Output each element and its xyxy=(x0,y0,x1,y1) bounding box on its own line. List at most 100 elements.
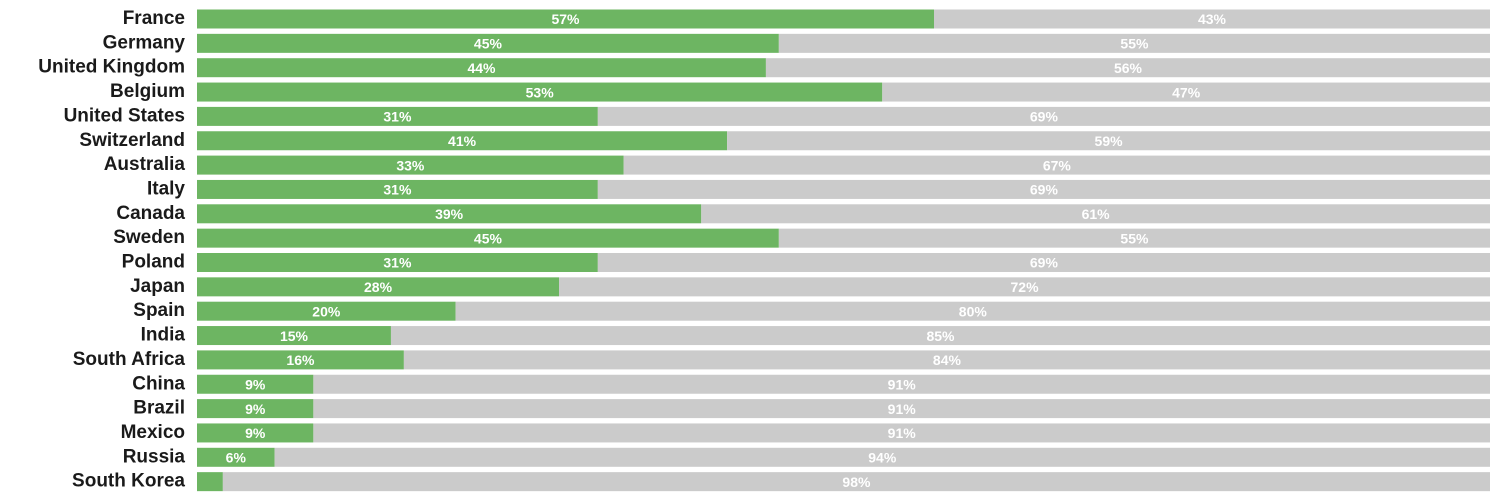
bar-segment-primary-sweden xyxy=(197,228,779,248)
value-label-primary-mexico: 9% xyxy=(245,425,266,441)
bar-segment-remainder-south-africa xyxy=(403,350,1490,370)
bar-segment-primary-germany xyxy=(197,33,779,53)
bar-segment-remainder-japan xyxy=(559,277,1490,297)
category-label-south-korea: South Korea xyxy=(72,471,185,492)
bar-segment-remainder-south-korea xyxy=(222,472,1491,492)
bar-segment-primary-switzerland xyxy=(197,131,728,151)
category-label-united-states: United States xyxy=(64,105,185,126)
category-label-belgium: Belgium xyxy=(110,81,185,102)
value-label-primary-south-africa: 16% xyxy=(286,352,315,368)
value-label-remainder-poland: 69% xyxy=(1030,255,1059,271)
value-label-primary-belgium: 53% xyxy=(526,84,555,100)
value-label-primary-france: 57% xyxy=(551,11,580,27)
value-label-remainder-australia: 67% xyxy=(1043,157,1072,173)
bar-segment-remainder-russia xyxy=(274,447,1491,467)
bar-segment-primary-canada xyxy=(197,204,702,224)
value-label-remainder-germany: 55% xyxy=(1120,36,1149,52)
value-label-remainder-france: 43% xyxy=(1198,11,1227,27)
bar-segment-primary-india xyxy=(197,326,391,346)
value-label-primary-poland: 31% xyxy=(383,255,412,271)
value-label-remainder-belgium: 47% xyxy=(1172,84,1201,100)
value-label-remainder-switzerland: 59% xyxy=(1095,133,1124,149)
bar-segment-primary-belgium xyxy=(197,82,883,102)
bar-segment-primary-france xyxy=(197,9,935,29)
category-label-brazil: Brazil xyxy=(133,398,185,419)
bar-segment-remainder-switzerland xyxy=(727,131,1490,151)
bar-segment-primary-south-korea xyxy=(197,472,223,492)
value-label-remainder-united-states: 69% xyxy=(1030,109,1059,125)
value-label-remainder-china: 91% xyxy=(888,376,917,392)
category-label-canada: Canada xyxy=(116,203,185,224)
value-label-remainder-canada: 61% xyxy=(1082,206,1111,222)
value-label-primary-brazil: 9% xyxy=(245,401,266,417)
value-label-remainder-spain: 80% xyxy=(959,303,988,319)
bar-segment-remainder-canada xyxy=(701,204,1490,224)
bar-segment-remainder-poland xyxy=(597,253,1490,272)
category-label-germany: Germany xyxy=(103,32,186,53)
category-label-france: France xyxy=(123,8,185,29)
bar-segment-primary-russia xyxy=(197,447,275,467)
bar-segment-remainder-germany xyxy=(778,33,1490,53)
value-label-remainder-mexico: 91% xyxy=(888,425,917,441)
value-label-primary-switzerland: 41% xyxy=(448,133,477,149)
value-label-primary-canada: 39% xyxy=(435,206,464,222)
category-label-russia: Russia xyxy=(123,446,186,467)
bar-segment-primary-united-states xyxy=(197,106,598,126)
bar-segment-primary-italy xyxy=(197,179,598,199)
value-label-remainder-italy: 69% xyxy=(1030,182,1059,198)
value-label-primary-united-states: 31% xyxy=(383,109,412,125)
category-label-china: China xyxy=(132,373,185,394)
category-label-australia: Australia xyxy=(104,154,186,175)
category-label-sweden: Sweden xyxy=(113,227,185,248)
category-label-poland: Poland xyxy=(122,252,185,273)
value-label-primary-australia: 33% xyxy=(396,157,425,173)
bar-segment-remainder-china xyxy=(313,374,1490,394)
value-label-remainder-sweden: 55% xyxy=(1120,230,1149,246)
category-label-india: India xyxy=(141,325,186,346)
value-label-primary-russia: 6% xyxy=(226,450,247,466)
value-label-remainder-japan: 72% xyxy=(1011,279,1040,295)
value-label-remainder-russia: 94% xyxy=(868,450,897,466)
bar-segment-remainder-france xyxy=(934,9,1490,29)
value-label-remainder-brazil: 91% xyxy=(888,401,917,417)
category-label-united-kingdom: United Kingdom xyxy=(38,57,185,78)
bar-segment-remainder-italy xyxy=(597,179,1490,199)
category-label-italy: Italy xyxy=(147,178,185,199)
bar-segment-remainder-india xyxy=(390,326,1491,346)
bar-segment-remainder-belgium xyxy=(882,82,1490,102)
bar-segment-primary-japan xyxy=(197,277,560,297)
bar-segment-primary-spain xyxy=(197,301,456,321)
value-label-remainder-india: 85% xyxy=(926,328,955,344)
bar-segment-primary-china xyxy=(197,374,314,394)
category-label-switzerland: Switzerland xyxy=(79,130,185,151)
bar-segment-primary-mexico xyxy=(197,423,314,443)
bar-segment-remainder-spain xyxy=(455,301,1491,321)
value-label-primary-china: 9% xyxy=(245,376,266,392)
category-label-mexico: Mexico xyxy=(121,422,185,443)
bars-layer xyxy=(197,9,1491,492)
bar-segment-remainder-australia xyxy=(623,155,1490,175)
value-label-primary-india: 15% xyxy=(280,328,309,344)
category-label-spain: Spain xyxy=(133,300,185,321)
value-label-primary-italy: 31% xyxy=(383,182,412,198)
value-label-remainder-united-kingdom: 56% xyxy=(1114,60,1143,76)
category-label-japan: Japan xyxy=(130,276,185,297)
bar-segment-primary-poland xyxy=(197,253,598,272)
bar-segment-remainder-brazil xyxy=(313,399,1490,419)
bar-segment-primary-australia xyxy=(197,155,624,175)
value-label-remainder-south-africa: 84% xyxy=(933,352,962,368)
value-label-primary-united-kingdom: 44% xyxy=(467,60,496,76)
bar-segment-primary-united-kingdom xyxy=(197,58,766,78)
value-label-primary-spain: 20% xyxy=(312,303,341,319)
bar-segment-remainder-mexico xyxy=(313,423,1490,443)
value-label-primary-japan: 28% xyxy=(364,279,393,295)
value-label-remainder-south-korea: 98% xyxy=(842,474,871,490)
bar-segment-primary-south-africa xyxy=(197,350,404,370)
bar-segment-remainder-united-kingdom xyxy=(765,58,1490,78)
bar-segment-remainder-united-states xyxy=(597,106,1490,126)
bar-segment-primary-brazil xyxy=(197,399,314,419)
bar-segment-remainder-sweden xyxy=(778,228,1490,248)
category-label-south-africa: South Africa xyxy=(73,349,186,370)
